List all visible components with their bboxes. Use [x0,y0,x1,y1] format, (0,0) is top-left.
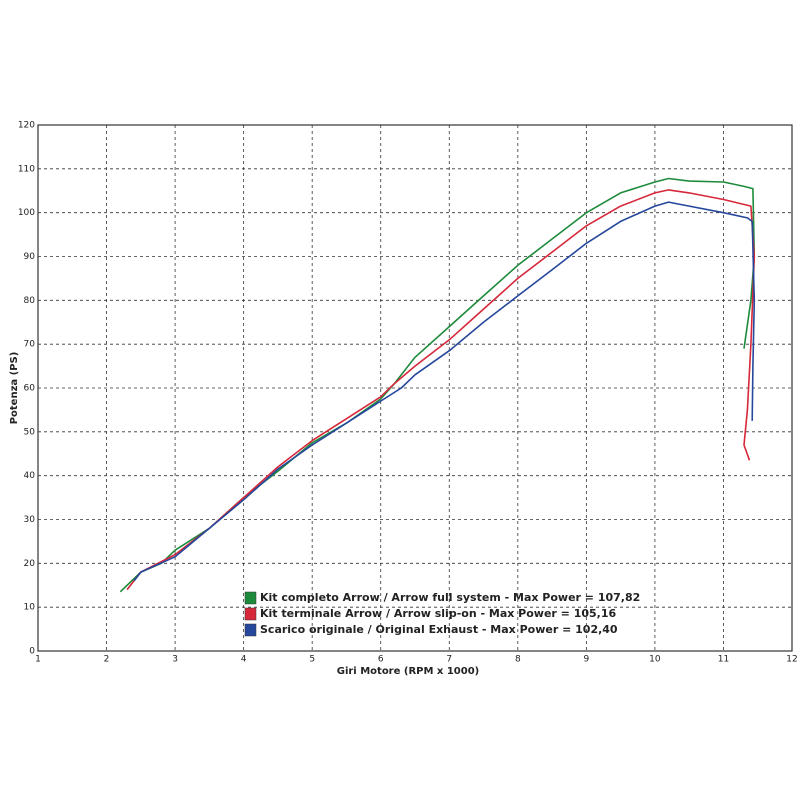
y-tick-label: 50 [24,427,36,437]
y-tick-label: 40 [24,471,36,481]
legend-swatch [244,591,257,605]
legend-label: Kit completo Arrow / Arrow full system -… [260,591,640,604]
y-tick-label: 70 [24,340,36,350]
y-axis-title: Potenza (PS) [9,352,20,425]
y-tick-label: 100 [18,208,35,218]
x-tick-label: 8 [515,655,521,665]
y-tick-label: 10 [24,603,36,613]
x-tick-label: 5 [309,655,315,665]
legend-label: Scarico originale / Original Exhaust - M… [260,623,618,636]
y-tick-label: 60 [24,384,36,394]
x-tick-label: 4 [241,655,247,665]
legend-label: Kit terminale Arrow / Arrow slip-on - Ma… [260,607,617,620]
x-tick-label: 2 [104,655,110,665]
y-tick-label: 80 [24,296,36,306]
x-tick-label: 10 [649,655,661,665]
y-tick-label: 110 [18,164,35,174]
y-tick-label: 90 [24,252,36,262]
legend-swatch [244,607,257,621]
x-tick-label: 3 [172,655,178,665]
x-tick-label: 1 [35,655,41,665]
y-tick-label: 0 [29,647,35,657]
x-tick-label: 6 [378,655,384,665]
x-tick-label: 9 [583,655,589,665]
x-tick-label: 12 [786,655,797,665]
x-tick-label: 11 [718,655,729,665]
y-tick-label: 30 [24,515,36,525]
x-tick-label: 7 [446,655,452,665]
legend-swatch [244,623,257,637]
y-tick-label: 120 [18,121,35,131]
x-axis-title: Giri Motore (RPM x 1000) [337,666,480,677]
series-line [133,201,756,582]
plot-frame [37,124,793,652]
y-tick-label: 20 [24,559,36,569]
